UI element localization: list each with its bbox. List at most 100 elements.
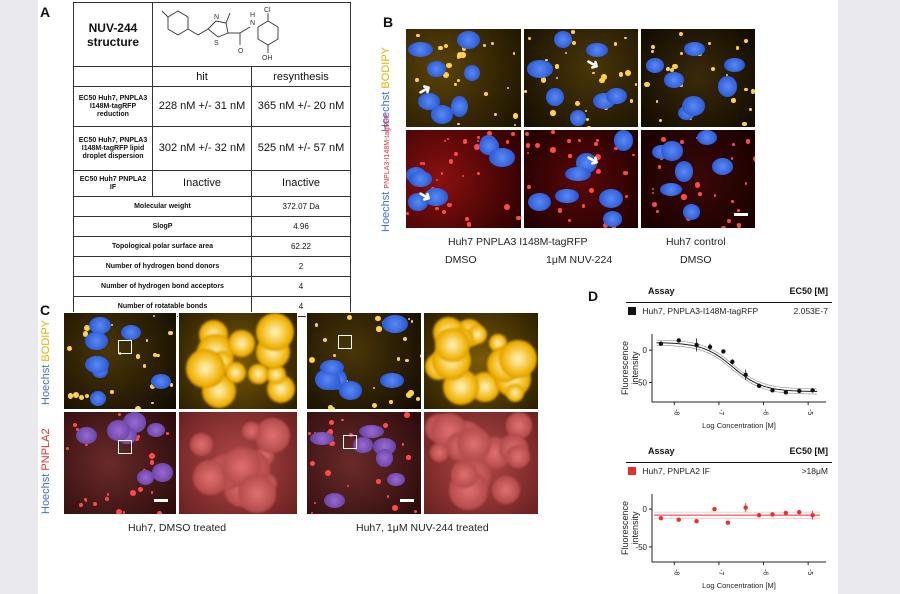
yellow-droplet — [67, 392, 74, 399]
yellow-droplet — [396, 357, 401, 361]
red-spot — [307, 431, 312, 436]
yellow-droplet — [512, 52, 515, 55]
compound-table: NUV-244 structure — [73, 2, 351, 317]
b-image-control-rfp — [640, 129, 756, 229]
red-spot — [441, 172, 444, 175]
red-spot — [150, 491, 154, 494]
yellow-droplet — [592, 72, 595, 75]
nucleus — [696, 130, 717, 146]
legend-marker-red — [628, 467, 636, 475]
nucleus — [463, 65, 480, 82]
c-row2-label: Hoechst PNPLA2 — [40, 428, 52, 514]
yellow-droplet — [438, 45, 443, 51]
nucleus — [338, 381, 363, 400]
dose-response-chart-1: 0 -50 -8 -7 -6 -5 Log Concentration [M] Fluores… — [620, 334, 826, 430]
yellow-droplet — [73, 392, 80, 399]
nucleus — [663, 72, 685, 88]
nucleus — [645, 58, 665, 74]
yellow-droplet — [678, 31, 683, 36]
yellow-droplet — [659, 119, 663, 123]
nucleus — [546, 88, 565, 107]
red-spot — [624, 195, 628, 199]
assay-header-2: Assay — [648, 446, 675, 456]
fit-curve — [656, 342, 818, 392]
lipid-droplet — [498, 339, 537, 378]
red-spot — [632, 153, 636, 157]
red-spot — [84, 499, 88, 502]
nucleus — [408, 170, 432, 187]
yellow-droplet — [156, 353, 160, 358]
y-axis-label: Fluorescence — [620, 501, 630, 555]
red-spot — [405, 456, 409, 459]
yellow-droplet — [599, 77, 606, 84]
red-spot — [85, 443, 88, 447]
ec50-reduction-resynth: 365 nM +/- 20 nM — [251, 86, 351, 127]
yellow-droplet — [110, 389, 115, 394]
yellow-droplet — [484, 92, 488, 97]
nucleus — [711, 158, 734, 176]
red-spot — [156, 510, 162, 514]
prop-value-rotb: 4 — [251, 296, 351, 317]
nucleus — [320, 360, 344, 375]
pnpla2-blob — [237, 473, 277, 513]
y-tick-label: 0 — [643, 346, 648, 355]
data-point — [756, 512, 762, 518]
assay1-name: Huh7, PNPLA3-I148M-tagRFP — [642, 306, 759, 316]
row-label-ec50-dispersion: EC50 Huh7, PNPLA3 I148M-tagRFP lipid dro… — [73, 126, 153, 171]
yellow-droplet — [346, 314, 352, 320]
nucleus — [309, 431, 334, 446]
scale-bar — [734, 213, 748, 216]
data-point — [756, 383, 762, 389]
data-point — [707, 344, 713, 350]
red-spot — [130, 490, 136, 496]
d-assay2-row: Huh7, PNPLA2 IF >18μM — [628, 466, 832, 476]
pnpla2-blob — [505, 444, 530, 469]
red-spot — [118, 412, 121, 416]
red-spot — [578, 139, 582, 143]
red-spot — [93, 501, 98, 506]
red-spot — [78, 503, 83, 508]
red-spot — [136, 434, 140, 438]
nucleus — [376, 448, 394, 467]
panel-label-b: B — [383, 14, 394, 30]
red-spot — [106, 492, 110, 496]
c-image-nuv-pnpla2-zoom — [423, 411, 539, 515]
nucleus — [121, 324, 141, 340]
prop-value-hbd: 2 — [251, 256, 351, 277]
nucleus — [426, 61, 446, 78]
nucleus — [353, 437, 373, 453]
yellow-droplet — [572, 40, 577, 45]
pnpla2-blob — [429, 442, 449, 463]
chemical-structure: N S O N H Cl OH — [152, 2, 351, 67]
nucleus — [424, 187, 449, 207]
yellow-droplet — [748, 107, 753, 112]
red-spot — [376, 479, 381, 484]
yellow-droplet — [513, 124, 517, 127]
yellow-droplet — [314, 322, 319, 327]
nucleus — [675, 161, 694, 182]
c-image-dmso-pnpla2 — [63, 411, 177, 515]
data-point — [694, 519, 699, 524]
red-spot — [138, 486, 144, 492]
red-spot — [448, 159, 454, 164]
data-point — [730, 359, 735, 365]
yellow-droplet — [82, 330, 89, 337]
yellow-droplet — [416, 33, 421, 38]
y-axis-label: intensity — [630, 511, 640, 545]
d-assay1-header: Assay EC50 [M] — [626, 286, 832, 303]
prop-label-tpsa: Topological polar surface area — [73, 236, 252, 257]
red-spot — [679, 140, 684, 145]
nucleus — [324, 493, 346, 509]
nucleus — [659, 182, 683, 196]
red-spot — [149, 453, 156, 459]
nucleus — [606, 87, 628, 105]
nucleus — [614, 130, 634, 151]
yellow-droplet — [375, 315, 381, 321]
data-point — [712, 506, 717, 512]
yellow-droplet — [415, 397, 420, 402]
yellow-droplet — [680, 51, 684, 55]
yellow-droplet — [528, 37, 531, 40]
red-spot — [694, 182, 700, 188]
red-spot — [657, 165, 662, 169]
red-spot — [441, 210, 446, 214]
